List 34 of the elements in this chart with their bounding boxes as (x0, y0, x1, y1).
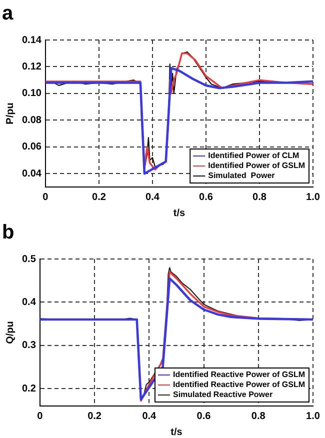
y-tick-label: 0.08 (22, 114, 42, 126)
x-tick-label: 0.6 (199, 192, 214, 203)
y-tick-label: 0.4 (22, 296, 36, 308)
x-tick-label: 0 (37, 410, 44, 422)
x-tick-label: 0 (42, 192, 49, 203)
x-tick-label: 0.2 (88, 410, 102, 422)
legend-label: Identified Reactive Power of GSLM (172, 380, 306, 390)
legend-label: Identified Reactive Power of GSLM (172, 370, 306, 380)
y-tick-label: 0.14 (22, 34, 42, 46)
y-tick-label: 0.06 (22, 142, 42, 153)
x-tick-label: 0.4 (146, 192, 160, 203)
x-tick-label: 0.2 (92, 192, 106, 203)
chart-title: a (2, 2, 14, 25)
y-tick-label: 0.04 (22, 168, 42, 180)
legend-label: Simulated Reactive Power (172, 390, 273, 400)
x-tick-label: 0.6 (196, 410, 212, 422)
legend-label: Identified Power of CLM (208, 151, 300, 160)
y-tick-label: 0.10 (22, 88, 42, 100)
x-tick-label: 0.8 (251, 410, 266, 422)
x-axis-title: t/s (173, 208, 186, 219)
y-axis-title: P/pu (4, 102, 16, 124)
x-axis-title: t/s (170, 426, 183, 438)
x-tick-label: 0.4 (142, 410, 157, 422)
x-tick-label: 1.0 (306, 410, 320, 422)
legend-label: Identified Power of GSLM (208, 161, 306, 170)
x-tick-label: 1.0 (306, 192, 320, 203)
y-tick-label: 0.2 (22, 383, 36, 394)
y-axis-title: Q/pu (4, 321, 16, 344)
y-tick-label: 0.3 (22, 340, 36, 352)
y-tick-label: 0.5 (22, 254, 36, 265)
x-tick-label: 0.8 (252, 192, 267, 203)
y-tick-label: 0.12 (22, 61, 42, 72)
chart-title: b (2, 222, 14, 244)
legend-label: Simulated Power (208, 171, 275, 180)
